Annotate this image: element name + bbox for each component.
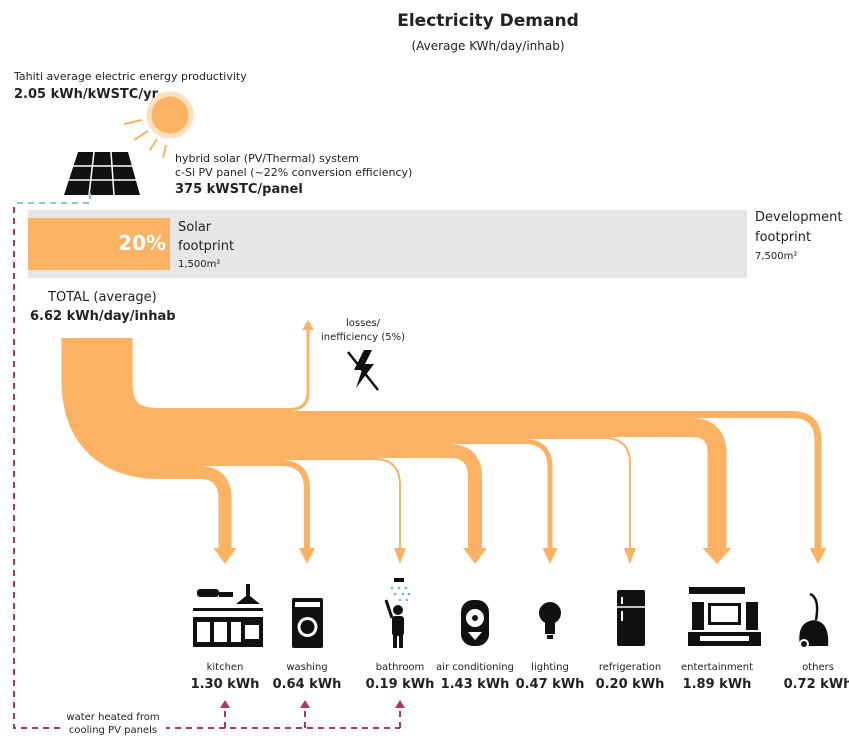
kitchen-icon (193, 584, 263, 647)
flow-arrow (213, 548, 237, 564)
others-icon (799, 592, 829, 649)
coolant-line (14, 193, 91, 204)
solar-percent: 20% (118, 231, 166, 255)
productivity-label: Tahiti average electric energy productiv… (13, 70, 247, 83)
consumer-value: 1.43 kWh (441, 677, 510, 692)
hot-water-arrows (220, 700, 405, 708)
refrigeration-icon (617, 590, 645, 646)
solar-area-value: 1,500m² (178, 259, 220, 270)
consumer-value: 0.72 kWh (784, 677, 849, 692)
consumer-flow (158, 437, 631, 548)
panel-line: c-Si PV panel (~22% conversion efficienc… (175, 166, 412, 179)
losses-label: losses/ (346, 318, 381, 329)
panel-value: 375 kWSTC/panel (175, 182, 303, 197)
development-label: footprint (755, 230, 811, 245)
development-label: Development (755, 210, 843, 225)
consumer-label: lighting (531, 662, 569, 673)
water-note: cooling PV panels (69, 725, 157, 736)
consumer-value: 0.19 kWh (366, 677, 435, 692)
solar-label: footprint (178, 239, 234, 254)
flow-arrow (702, 548, 732, 564)
consumer-flow (158, 418, 727, 548)
consumer-flow (158, 458, 401, 548)
panel-line: hybrid solar (PV/Thermal) system (175, 152, 359, 165)
hot-water-line (13, 207, 400, 729)
consumer-flow (158, 444, 482, 548)
solar-label: Solar (178, 220, 212, 235)
bathroom-icon (384, 578, 411, 648)
sun-icon (123, 91, 194, 159)
solar-panel-icon (64, 151, 140, 196)
energy-flows (61, 320, 827, 564)
consumer-label: kitchen (207, 662, 244, 673)
productivity-value: 2.05 kWh/kWSTC/yr (14, 87, 159, 102)
losses-arrow (302, 320, 314, 330)
flow-arrow (542, 548, 558, 564)
lighting-icon (539, 602, 561, 639)
subtitle: (Average KWh/day/inhab) (411, 39, 564, 53)
consumer-flow (158, 460, 310, 548)
total-value: 6.62 kWh/day/inhab (30, 309, 176, 324)
entertainment-icon (688, 587, 761, 646)
water-note: water heated from (66, 712, 159, 723)
consumer-label: refrigeration (599, 662, 661, 673)
consumer-value: 0.64 kWh (273, 677, 342, 692)
losses-label: inefficiency (5%) (321, 332, 405, 343)
consumer-value: 1.30 kWh (191, 677, 260, 692)
consumer-label: washing (286, 662, 327, 673)
flow-arrow (809, 548, 827, 564)
consumer-label: others (802, 662, 834, 673)
consumer-value: 0.20 kWh (596, 677, 665, 692)
consumer-label: bathroom (376, 662, 425, 673)
development-area-value: 7,500m² (755, 251, 797, 262)
consumer-flow (158, 466, 232, 548)
flow-arrow (394, 548, 406, 564)
consumer-label: air conditioning (436, 662, 514, 673)
consumer-flow (158, 411, 822, 548)
air-conditioning-icon (461, 600, 489, 646)
hot-water-branch (224, 706, 401, 728)
note-background (60, 710, 166, 736)
washing-icon (292, 598, 323, 648)
flow-arrow (299, 548, 315, 564)
losses-icon (347, 350, 379, 391)
flow-arrow (624, 548, 636, 564)
icons (193, 578, 829, 649)
title: Electricity Demand (397, 11, 579, 31)
losses-flow (158, 330, 310, 411)
total-label: TOTAL (average) (47, 290, 157, 305)
total-flow (61, 338, 162, 479)
consumer-value: 0.47 kWh (516, 677, 585, 692)
consumer-label: entertainment (681, 662, 753, 673)
consumer-flow (158, 439, 553, 548)
water-loop (13, 193, 401, 729)
consumer-value: 1.89 kWh (683, 677, 752, 692)
solar-area (28, 218, 170, 270)
flow-arrow (463, 548, 487, 564)
